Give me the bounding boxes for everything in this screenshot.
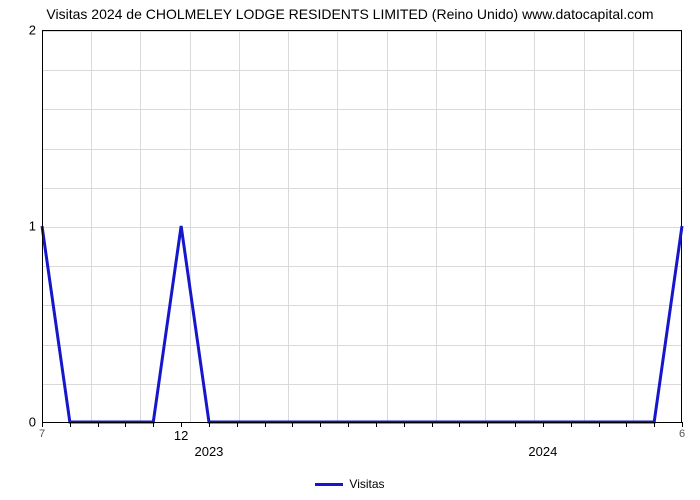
x-tick (515, 422, 516, 427)
legend: Visitas (0, 476, 700, 491)
x-tick (626, 422, 627, 427)
x-tick (487, 422, 488, 427)
x-tick (654, 422, 655, 427)
y-axis-line (42, 30, 43, 422)
x-tick (571, 422, 572, 427)
x-tick (376, 422, 377, 427)
line-series-svg (42, 30, 682, 422)
x-end-label-left: 7 (39, 428, 45, 440)
x-tick (432, 422, 433, 427)
x-tick (320, 422, 321, 427)
y-tick-label: 1 (20, 219, 36, 234)
x-tick (348, 422, 349, 427)
x-tick (682, 422, 683, 427)
x-tick (153, 422, 154, 427)
y-tick-label: 2 (20, 23, 36, 38)
x-tick-label: 12 (174, 428, 188, 443)
x-end-label-right: 6 (679, 428, 685, 440)
x-tick (70, 422, 71, 427)
x-tick (98, 422, 99, 427)
x-tick (237, 422, 238, 427)
y-tick-label: 0 (20, 415, 36, 430)
x-tick (265, 422, 266, 427)
legend-swatch (315, 483, 343, 486)
x-tick-label: 2024 (528, 444, 557, 459)
x-tick (459, 422, 460, 427)
x-tick (42, 422, 43, 427)
x-tick (209, 422, 210, 427)
x-tick (599, 422, 600, 427)
x-tick (404, 422, 405, 427)
x-axis-line (42, 422, 682, 423)
x-tick (125, 422, 126, 427)
chart-container: Visitas 2024 de CHOLMELEY LODGE RESIDENT… (0, 0, 700, 500)
x-tick (181, 422, 182, 427)
x-tick (292, 422, 293, 427)
legend-item: Visitas (315, 477, 384, 491)
legend-label: Visitas (349, 477, 384, 491)
chart-title: Visitas 2024 de CHOLMELEY LODGE RESIDENT… (0, 6, 700, 22)
x-tick-label: 2023 (194, 444, 223, 459)
x-tick (543, 422, 544, 427)
series-line (42, 226, 682, 422)
